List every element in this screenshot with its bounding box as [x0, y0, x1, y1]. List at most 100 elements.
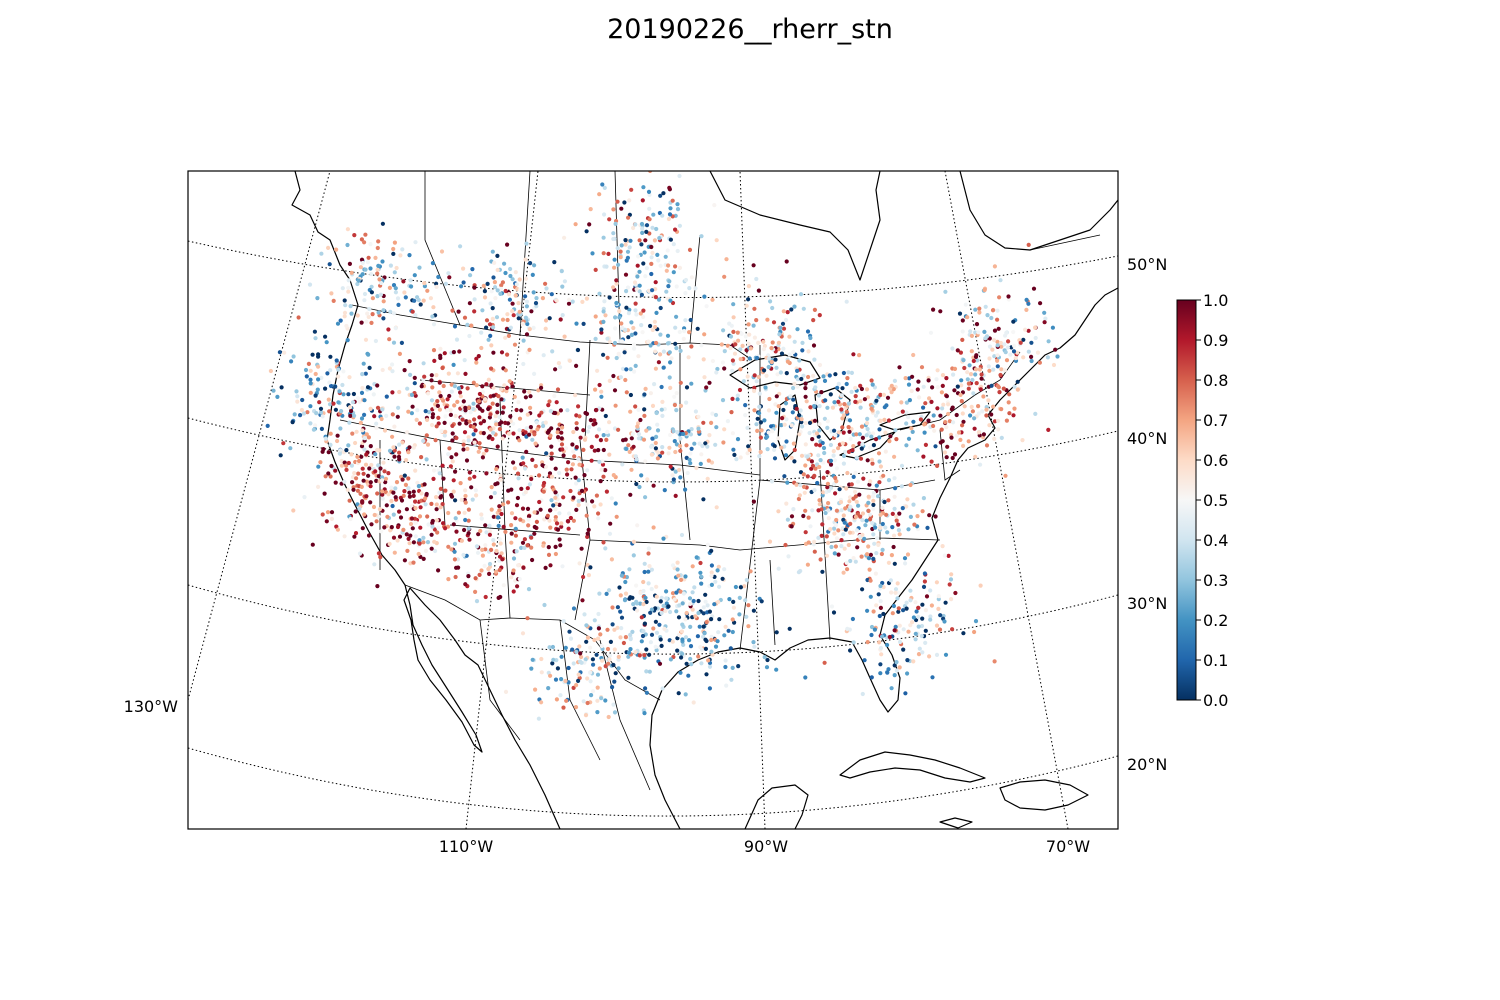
station-point [369, 284, 374, 289]
station-point [490, 316, 495, 321]
station-point [563, 678, 568, 684]
station-point [1023, 327, 1028, 332]
station-point [520, 540, 526, 545]
station-points [265, 171, 1060, 721]
station-point [547, 399, 552, 404]
station-point [519, 408, 524, 413]
station-point [429, 373, 434, 378]
colorbar-tick-label: 0.9 [1203, 331, 1228, 350]
station-point [623, 272, 629, 277]
station-point [378, 292, 383, 297]
station-point [817, 404, 822, 409]
station-point [629, 467, 634, 472]
station-point [777, 332, 782, 337]
station-point [472, 474, 477, 479]
station-point [469, 485, 474, 490]
station-point [400, 440, 405, 445]
station-point [571, 495, 576, 500]
station-point [816, 453, 821, 458]
station-point [784, 417, 789, 422]
station-point [970, 377, 975, 383]
station-point [716, 630, 721, 635]
station-point [765, 434, 770, 439]
station-point [841, 513, 846, 518]
station-point [479, 330, 484, 335]
page-title: 20190226__rherr_stn [607, 14, 893, 45]
station-point [935, 385, 940, 390]
station-point [896, 522, 901, 527]
station-point [571, 429, 576, 435]
station-point [1013, 356, 1018, 361]
station-point [516, 301, 521, 306]
station-point [324, 519, 329, 524]
station-point [845, 626, 850, 632]
station-point [403, 295, 408, 300]
station-point [930, 385, 935, 390]
station-point [735, 397, 740, 402]
station-point [378, 555, 383, 560]
station-point [585, 562, 590, 568]
station-point [934, 623, 940, 628]
station-point [463, 488, 468, 493]
station-point [697, 441, 702, 446]
station-point [612, 388, 618, 393]
station-point [446, 544, 451, 549]
station-point [468, 410, 473, 415]
station-point [422, 281, 427, 286]
station-point [689, 381, 694, 386]
station-point [382, 428, 388, 433]
station-point [532, 263, 537, 268]
station-point [901, 647, 906, 652]
station-point [597, 666, 602, 671]
station-point [903, 376, 908, 381]
station-point [472, 417, 477, 422]
station-point [1024, 297, 1029, 302]
station-point [491, 325, 496, 330]
station-point [536, 388, 541, 393]
station-point [450, 423, 455, 428]
station-point [925, 525, 930, 531]
station-point [661, 191, 666, 196]
station-point [820, 440, 825, 446]
station-point [846, 370, 851, 375]
station-point [808, 335, 813, 341]
station-point [553, 507, 558, 512]
station-point [690, 564, 695, 569]
station-point [282, 350, 287, 355]
station-point [614, 514, 619, 519]
station-point [463, 517, 468, 523]
station-point [449, 547, 454, 552]
hispaniola-coastline [999, 779, 1089, 811]
station-point [324, 340, 329, 345]
station-point [764, 665, 770, 670]
station-point [355, 454, 360, 459]
station-point [886, 560, 892, 565]
station-point [1004, 418, 1010, 423]
station-point [654, 648, 659, 653]
station-point [751, 499, 757, 504]
station-point [445, 397, 450, 402]
station-point [511, 431, 516, 436]
station-point [703, 637, 708, 642]
station-point [450, 431, 455, 436]
station-point [868, 479, 873, 484]
station-point [1043, 316, 1048, 321]
station-point [688, 601, 693, 607]
station-point [571, 449, 576, 454]
station-point [910, 620, 915, 625]
station-point [278, 453, 283, 458]
station-point [595, 672, 601, 677]
station-point [553, 677, 559, 682]
station-point [933, 444, 938, 449]
station-point [779, 423, 784, 428]
station-point [696, 414, 701, 419]
station-point [891, 603, 897, 609]
station-point [986, 398, 991, 403]
station-point [846, 542, 851, 548]
station-point [393, 290, 398, 295]
station-point [731, 315, 736, 320]
station-point [617, 315, 622, 320]
station-point [574, 445, 579, 450]
station-point [559, 442, 565, 447]
station-point [565, 519, 571, 524]
